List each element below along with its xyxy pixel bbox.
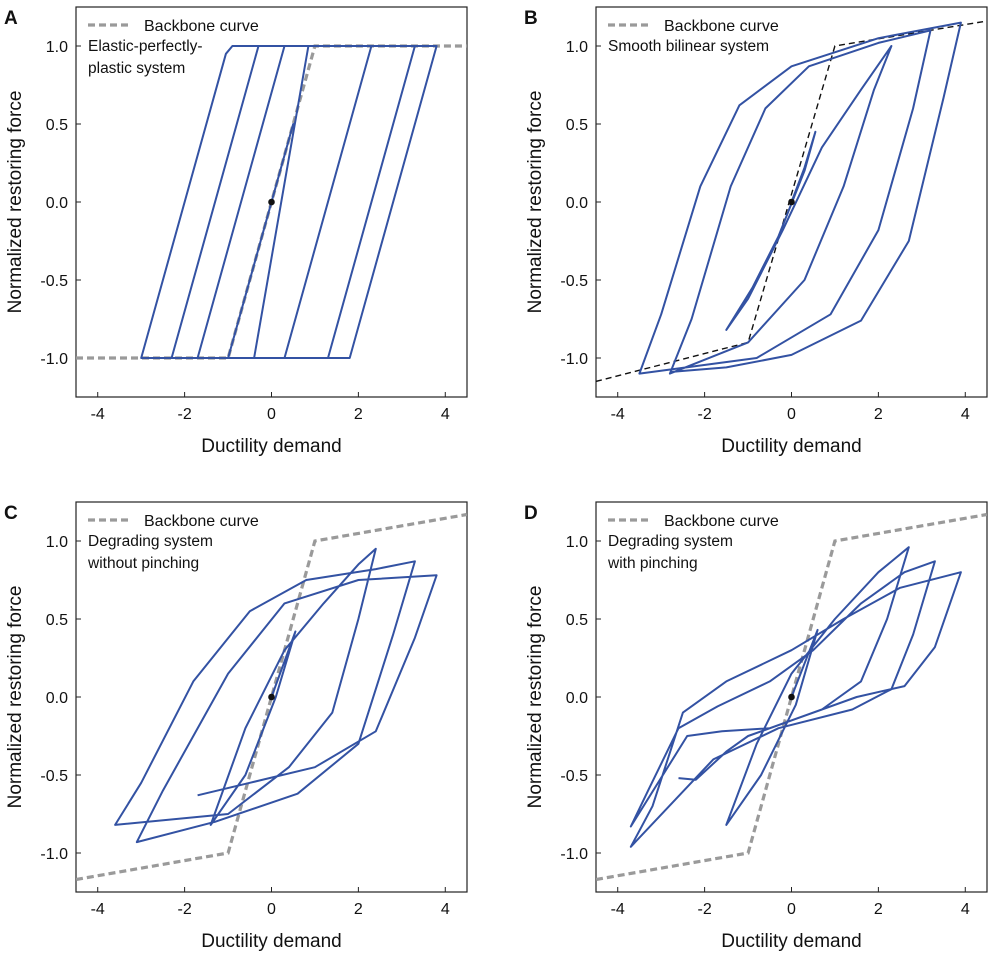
y-tick-label: 0.5 (566, 117, 588, 134)
backbone-curve (596, 20, 987, 383)
legend-background (606, 13, 806, 35)
hysteresis-loop (114, 547, 438, 844)
x-tick-label: 0 (267, 901, 276, 918)
y-tick-label: 0.0 (46, 690, 68, 707)
system-annotation: with pinching (607, 555, 698, 572)
y-tick-label: 0.0 (566, 690, 588, 707)
legend-background (606, 508, 806, 530)
x-tick-label: 0 (787, 901, 796, 918)
backbone-curve (596, 512, 987, 882)
y-axis-label: Normalized restoring force (525, 586, 546, 809)
system-annotation: plastic system (88, 60, 185, 77)
x-tick-label: -2 (697, 406, 711, 423)
x-tick-label: -4 (611, 406, 625, 423)
panel-letter: B (524, 8, 538, 29)
y-tick-label: 0.5 (46, 612, 68, 629)
y-tick-label: 0.0 (566, 195, 588, 212)
y-tick-label: -1.0 (560, 351, 588, 368)
y-axis-label: Normalized restoring force (525, 91, 546, 314)
x-axis-label: Ductility demand (721, 436, 861, 457)
system-annotation: Elastic-perfectly- (88, 38, 203, 55)
y-axis-label: Normalized restoring force (5, 91, 26, 314)
hysteresis-loop (638, 21, 962, 375)
y-tick-label: 1.0 (566, 39, 588, 56)
x-tick-label: 2 (874, 406, 883, 423)
system-annotation: Smooth bilinear system (608, 38, 769, 55)
panel-c: C -4 -2 0 2 4 -1.0 -0.5 0.0 0.5 1.0 Ductility deman… (4, 501, 468, 952)
x-tick-label: 2 (354, 901, 363, 918)
y-tick-label: 1.0 (46, 534, 68, 551)
y-tick-label: -1.0 (40, 351, 68, 368)
legend-background (86, 508, 286, 530)
x-tick-label: 0 (267, 406, 276, 423)
y-tick-label: 1.0 (46, 39, 68, 56)
y-tick-label: -0.5 (40, 273, 68, 290)
legend-label: Backbone curve (664, 513, 779, 530)
x-tick-label: -2 (177, 901, 191, 918)
y-tick-label: 0.0 (46, 195, 68, 212)
y-axis-label: Normalized restoring force (5, 586, 26, 809)
system-annotation: Degrading system (88, 533, 213, 550)
hysteresis-loop (140, 45, 438, 359)
panel-a: A -4 -2 0 2 4 -1.0 -0.5 0.0 0.5 1.0 Ductility deman… (4, 6, 468, 457)
x-tick-label: -4 (91, 406, 105, 423)
x-tick-label: 0 (787, 406, 796, 423)
x-axis-label: Ductility demand (201, 931, 341, 952)
panel-letter: D (524, 503, 538, 524)
hysteresis-loop (629, 546, 962, 848)
origin-marker (268, 198, 275, 206)
x-tick-label: 4 (961, 901, 970, 918)
legend-label: Backbone curve (664, 18, 779, 35)
y-tick-label: 0.5 (46, 117, 68, 134)
x-tick-label: 4 (441, 406, 450, 423)
x-tick-label: 2 (354, 406, 363, 423)
panel-b: B -4 -2 0 2 4 -1.0 -0.5 0.0 0.5 1.0 Ductility deman… (524, 6, 988, 457)
x-tick-label: 4 (961, 406, 970, 423)
y-tick-label: -0.5 (560, 768, 588, 785)
y-tick-label: -1.0 (560, 846, 588, 863)
origin-marker (268, 693, 275, 701)
panel-letter: A (4, 8, 18, 29)
system-annotation: without pinching (87, 555, 199, 572)
y-tick-label: 1.0 (566, 534, 588, 551)
x-tick-label: 4 (441, 901, 450, 918)
x-axis-label: Ductility demand (201, 436, 341, 457)
y-tick-label: -0.5 (560, 273, 588, 290)
origin-marker (788, 693, 795, 701)
origin-marker (788, 198, 795, 206)
panel-letter: C (4, 503, 18, 524)
y-tick-label: -0.5 (40, 768, 68, 785)
y-tick-label: -1.0 (40, 846, 68, 863)
panel-d: D -4 -2 0 2 4 -1.0 -0.5 0.0 0.5 1.0 Ductility deman… (524, 501, 988, 952)
x-tick-label: -2 (697, 901, 711, 918)
legend-label: Backbone curve (144, 513, 259, 530)
x-axis-label: Ductility demand (721, 931, 861, 952)
x-tick-label: -2 (177, 406, 191, 423)
x-tick-label: -4 (91, 901, 105, 918)
x-tick-label: 2 (874, 901, 883, 918)
backbone-curve (76, 512, 467, 882)
legend-label: Backbone curve (144, 18, 259, 35)
y-tick-label: 0.5 (566, 612, 588, 629)
system-annotation: Degrading system (608, 533, 733, 550)
x-tick-label: -4 (611, 901, 625, 918)
legend-background (86, 13, 286, 35)
